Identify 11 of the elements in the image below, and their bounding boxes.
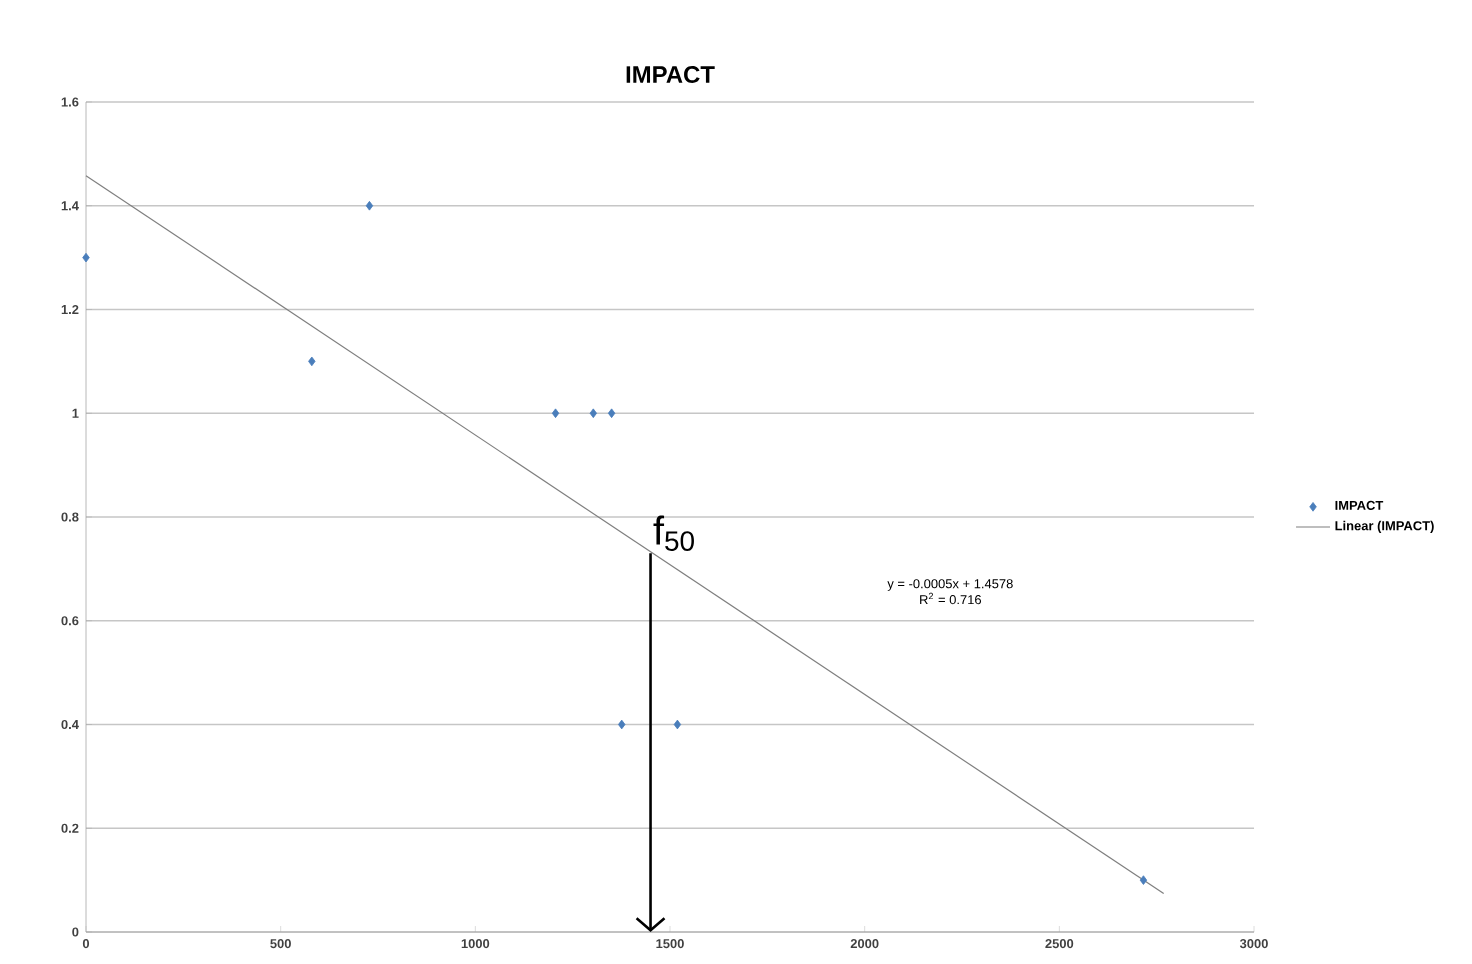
point xyxy=(365,200,374,211)
point xyxy=(673,719,682,730)
annotation: f$_{50}$ xyxy=(653,515,694,551)
point xyxy=(82,252,90,263)
point xyxy=(607,408,616,419)
chart-title: IMPACT xyxy=(626,66,715,83)
point xyxy=(1139,875,1148,885)
point xyxy=(589,408,597,419)
point xyxy=(618,719,626,730)
point xyxy=(551,408,560,419)
point xyxy=(308,356,316,367)
